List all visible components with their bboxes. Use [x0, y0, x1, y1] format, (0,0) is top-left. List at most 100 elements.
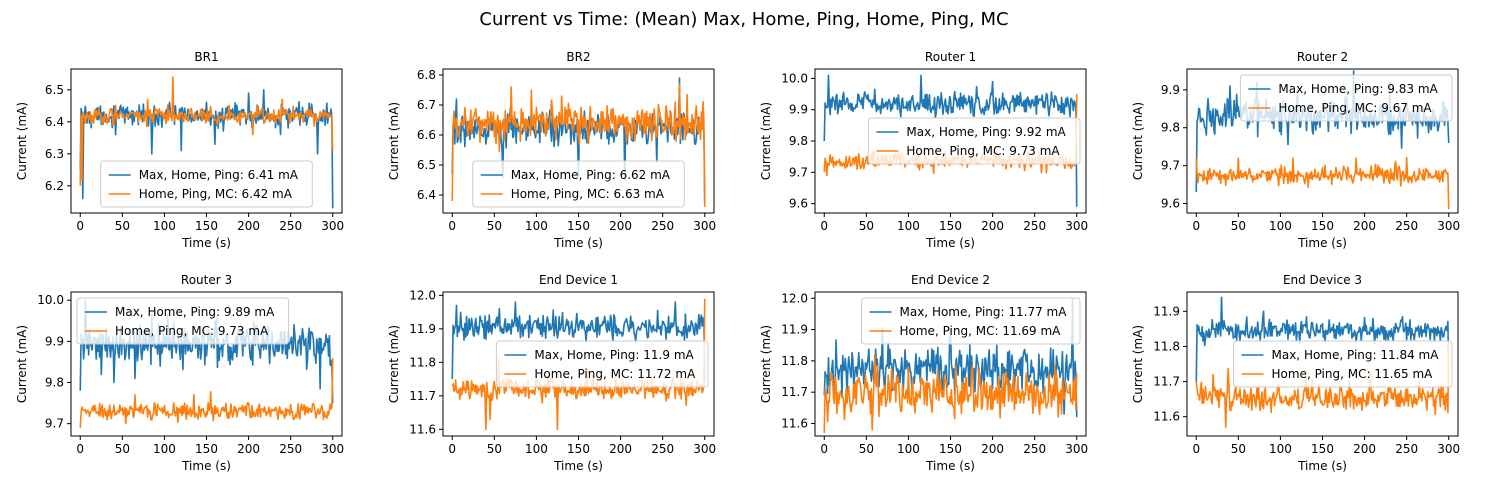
y-tick: 12.0 [409, 288, 443, 302]
series-line-2 [451, 83, 706, 208]
x-axis-label: Time (s) [925, 459, 975, 473]
x-tick: 250 [279, 213, 302, 233]
subplot-title: Router 2 [1297, 50, 1348, 64]
y-tick-label: 10.0 [37, 293, 64, 307]
legend: Max, Home, Ping: 11.9 mA Home, Ping, MC: … [495, 340, 709, 388]
x-tick: 200 [981, 436, 1004, 456]
x-tick: 250 [651, 213, 674, 233]
series-line-2 [823, 353, 1078, 433]
x-tick-label: 150 [195, 442, 218, 456]
legend-entry: Max, Home, Ping: 6.41 mA [139, 168, 299, 182]
subplot-title: BR1 [194, 50, 218, 64]
y-tick: 6.3 [45, 147, 71, 161]
x-tick: 250 [279, 436, 302, 456]
y-tick-label: 6.6 [417, 128, 436, 142]
x-tick: 300 [1437, 436, 1460, 456]
x-tick: 50 [1231, 436, 1246, 456]
y-tick-label: 11.6 [409, 422, 436, 436]
x-tick-label: 300 [321, 442, 344, 456]
y-tick-label: 9.7 [1161, 159, 1180, 173]
x-tick: 150 [195, 213, 218, 233]
x-tick-label: 200 [237, 219, 260, 233]
y-tick: 11.7 [1153, 375, 1187, 389]
x-tick: 50 [487, 213, 502, 233]
y-axis-label: Current (mA) [15, 102, 29, 180]
series-line-2 [79, 76, 334, 186]
x-tick-label: 200 [1353, 219, 1376, 233]
y-tick: 9.9 [45, 334, 71, 348]
x-tick-label: 100 [1269, 442, 1292, 456]
legend-entry: Max, Home, Ping: 9.83 mA [1278, 82, 1438, 96]
x-tick: 100 [153, 213, 176, 233]
legend-entry: Max, Home, Ping: 11.9 mA [534, 348, 694, 362]
x-tick-label: 150 [567, 442, 590, 456]
x-tick-label: 300 [693, 442, 716, 456]
y-axis-label: Current (mA) [759, 102, 773, 180]
y-tick: 11.6 [409, 422, 443, 436]
x-tick-label: 0 [820, 442, 828, 456]
legend-entry: Max, Home, Ping: 11.84 mA [1272, 348, 1440, 362]
x-tick: 200 [981, 213, 1004, 233]
x-tick: 250 [1395, 436, 1418, 456]
y-axis-label: Current (mA) [1131, 325, 1145, 403]
y-tick: 9.7 [789, 165, 815, 179]
x-tick-label: 200 [609, 442, 632, 456]
x-tick-label: 0 [820, 219, 828, 233]
x-tick-label: 0 [448, 442, 456, 456]
x-tick-label: 250 [1395, 442, 1418, 456]
y-tick-label: 11.7 [781, 385, 808, 399]
subplot-6: End Device 1 0 50 100 150 200 250 300 11.6 11.7 11… [387, 273, 716, 473]
x-tick-label: 250 [651, 442, 674, 456]
x-tick: 50 [859, 213, 874, 233]
subplot-title: Router 1 [925, 50, 976, 64]
x-tick-label: 250 [1023, 219, 1046, 233]
x-tick-label: 200 [981, 442, 1004, 456]
x-axis-label: Time (s) [181, 236, 231, 250]
subplot-3: Router 1 0 50 100 150 200 250 300 9.6 9.7 9.8 9.9 10… [759, 50, 1088, 250]
x-tick-label: 50 [859, 219, 874, 233]
y-tick: 9.9 [789, 103, 815, 117]
y-tick-label: 9.8 [789, 134, 808, 148]
x-tick: 300 [1437, 213, 1460, 233]
y-tick: 12.0 [781, 291, 815, 305]
subplot-1: BR1 0 50 100 150 200 250 300 6.2 6.3 6.4 6.5 Time (s… [15, 50, 344, 250]
x-tick: 150 [939, 213, 962, 233]
y-tick-label: 10.0 [781, 71, 808, 85]
plot-area [1195, 296, 1450, 429]
y-tick-label: 6.4 [45, 115, 64, 129]
x-tick: 250 [1023, 436, 1046, 456]
y-tick-label: 11.9 [409, 322, 436, 336]
x-tick: 200 [609, 213, 632, 233]
x-tick: 200 [1353, 213, 1376, 233]
subplot-title: End Device 1 [539, 273, 618, 287]
x-tick-label: 0 [76, 219, 84, 233]
series-line-1 [451, 301, 706, 383]
x-tick: 150 [195, 436, 218, 456]
y-tick-label: 9.6 [789, 197, 808, 211]
x-tick: 0 [820, 436, 828, 456]
x-tick-label: 250 [279, 442, 302, 456]
subplot-title: End Device 2 [911, 273, 990, 287]
x-axis-label: Time (s) [181, 459, 231, 473]
y-tick-label: 9.8 [45, 376, 64, 390]
x-tick: 300 [693, 436, 716, 456]
x-tick: 250 [1395, 213, 1418, 233]
x-axis-label: Time (s) [1297, 236, 1347, 250]
y-tick: 6.4 [45, 115, 71, 129]
x-tick: 300 [1065, 436, 1088, 456]
x-tick: 0 [1192, 436, 1200, 456]
x-tick-label: 300 [1065, 442, 1088, 456]
x-tick-label: 0 [1192, 442, 1200, 456]
x-tick-label: 100 [525, 219, 548, 233]
x-tick: 100 [1269, 213, 1292, 233]
y-tick-label: 9.8 [1161, 121, 1180, 135]
y-tick: 6.2 [45, 179, 71, 193]
y-axis-label: Current (mA) [1131, 102, 1145, 180]
y-tick-label: 9.6 [1161, 197, 1180, 211]
y-tick: 11.6 [1153, 410, 1187, 424]
y-tick-label: 6.5 [417, 158, 436, 172]
y-tick-label: 6.4 [417, 188, 436, 202]
x-tick: 200 [237, 436, 260, 456]
y-tick: 11.6 [781, 416, 815, 430]
series-line-1 [1195, 296, 1450, 382]
